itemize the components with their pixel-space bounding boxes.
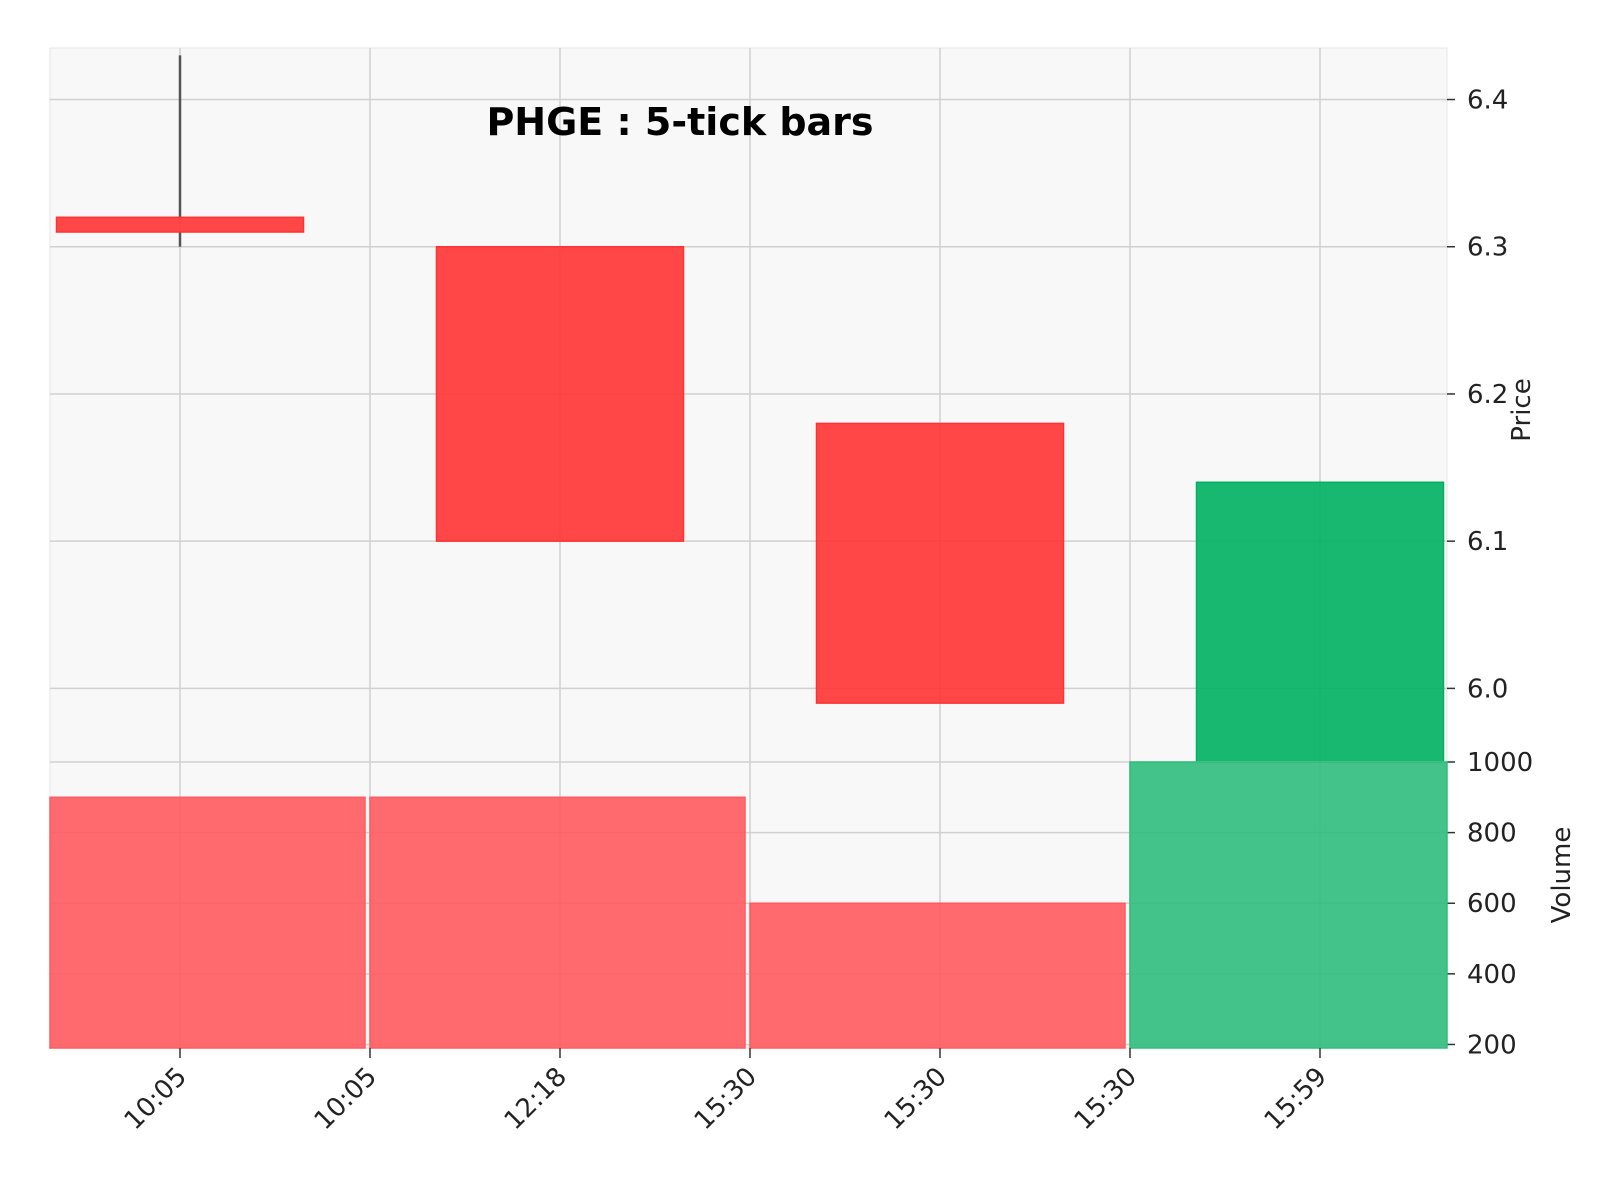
x-tick-label: 12:18 — [499, 1062, 573, 1136]
volume-tick-label: 1000 — [1467, 748, 1533, 778]
volume-panel: 200 400 600 800 1000 — [49, 748, 1533, 1060]
renko-brick — [55, 216, 305, 233]
price-tick-label: 6.4 — [1467, 86, 1508, 116]
volume-axis-label: Volume — [1547, 827, 1577, 924]
volume-bar — [749, 902, 1126, 1049]
volume-bar — [369, 796, 746, 1049]
renko-brick — [815, 422, 1065, 704]
volume-tick-label: 600 — [1467, 889, 1517, 919]
volume-tick-label: 800 — [1467, 819, 1517, 849]
x-tick-label: 15:30 — [689, 1062, 763, 1136]
x-tick-label: 10:05 — [119, 1062, 193, 1136]
chart-title: PHGE : 5-tick bars — [486, 100, 873, 144]
renko-brick — [1195, 481, 1445, 763]
renko-brick — [435, 245, 685, 542]
volume-bar — [1129, 761, 1448, 1049]
x-tick-label: 15:59 — [1259, 1062, 1333, 1136]
x-tick-label: 15:30 — [1069, 1062, 1143, 1136]
price-tick-label: 6.0 — [1467, 674, 1508, 704]
volume-bar — [49, 796, 366, 1049]
x-axis: 10:05 10:05 12:18 15:30 15:30 15:30 15:59 — [119, 1048, 1333, 1136]
volume-tick-label: 400 — [1467, 960, 1517, 990]
price-tick-label: 6.1 — [1467, 527, 1508, 557]
x-tick-label: 10:05 — [309, 1062, 383, 1136]
price-panel: 6.0 6.1 6.2 6.3 6.4 — [49, 47, 1508, 763]
volume-tick-label: 200 — [1467, 1030, 1517, 1060]
price-tick-label: 6.2 — [1467, 380, 1508, 410]
price-tick-label: 6.3 — [1467, 233, 1508, 263]
x-tick-label: 15:30 — [879, 1062, 953, 1136]
price-axis-label: Price — [1507, 378, 1537, 441]
